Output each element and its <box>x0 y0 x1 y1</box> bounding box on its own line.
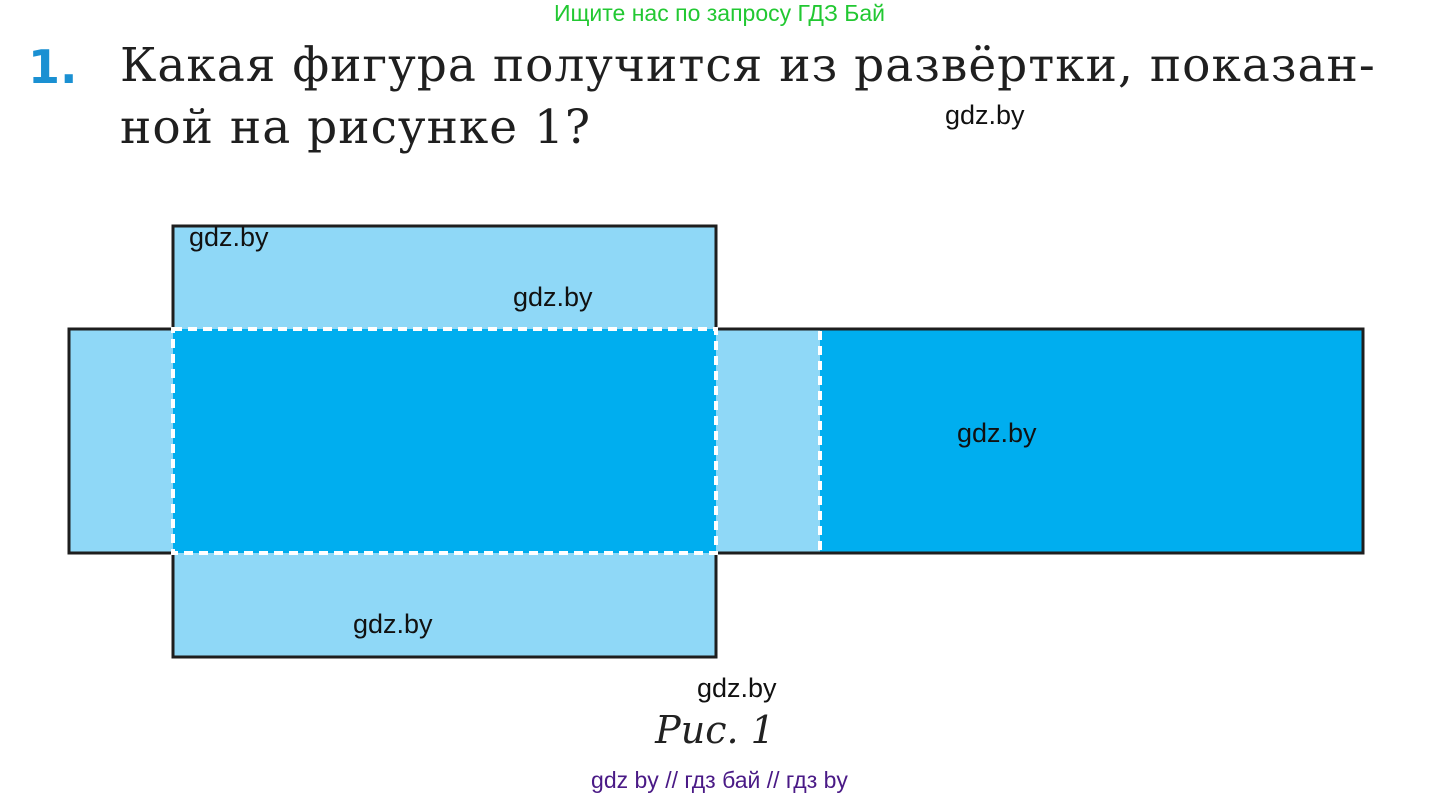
exercise-number: 1. <box>28 40 78 94</box>
side-face <box>716 329 820 553</box>
watermark: gdz.by <box>353 609 433 639</box>
right-face <box>820 329 1363 553</box>
bottom-flap <box>173 553 716 657</box>
figure-caption: Рис. 1 <box>655 708 775 752</box>
top-flap <box>173 226 716 329</box>
footer-watermark: gdz by // гдз бай // гдз by <box>591 767 848 793</box>
watermark: gdz.by <box>697 673 777 703</box>
main-face <box>173 329 716 553</box>
watermark: gdz.by <box>945 100 1025 130</box>
question-line-1: Какая фигура получится из развёртки, пок… <box>120 38 1376 93</box>
fold-lines <box>171 327 822 555</box>
search-banner: Ищите нас по запросу ГДЗ Бай <box>553 0 886 26</box>
watermark: gdz.by <box>957 418 1037 448</box>
question-line-2: ной на рисунке 1? <box>120 100 592 155</box>
watermark: gdz.by <box>513 282 593 312</box>
left-flap <box>69 329 173 553</box>
watermark: gdz.by <box>189 222 269 252</box>
